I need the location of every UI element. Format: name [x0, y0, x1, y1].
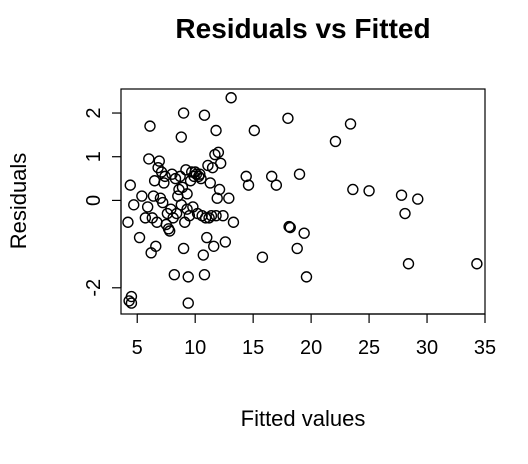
- data-point: [133, 231, 146, 244]
- data-point: [298, 227, 310, 239]
- data-point: [210, 124, 222, 137]
- data-point: [266, 170, 278, 183]
- data-point: [141, 201, 154, 213]
- data-point: [205, 209, 218, 222]
- data-point: [227, 216, 240, 228]
- data-point: [159, 170, 171, 183]
- data-point: [174, 170, 186, 183]
- data-point: [199, 212, 212, 224]
- data-point: [157, 196, 169, 209]
- data-point: [194, 168, 206, 180]
- data-point: [347, 183, 359, 196]
- x-tick-label: 10: [184, 337, 206, 359]
- data-point: [143, 153, 155, 165]
- data-point: [153, 155, 165, 167]
- x-axis: 5 10 15 20 25 30 35: [132, 313, 496, 359]
- y-axis: -2 0 1 2: [83, 107, 122, 297]
- y-tick-label: 2: [83, 107, 105, 118]
- data-point: [395, 189, 408, 201]
- data-point: [175, 131, 187, 143]
- data-point: [198, 268, 211, 281]
- data-point: [158, 177, 170, 189]
- data-point: [195, 172, 207, 185]
- y-tick-label: 1: [83, 151, 105, 162]
- data-point: [213, 183, 226, 196]
- data-point: [248, 124, 261, 137]
- data-point: [363, 185, 375, 197]
- data-point: [122, 216, 134, 228]
- data-point: [125, 290, 138, 303]
- data-point: [177, 107, 190, 119]
- data-point: [471, 258, 483, 270]
- data-point: [204, 177, 216, 189]
- data-point: [147, 190, 160, 202]
- data-point: [329, 135, 342, 148]
- data-point: [198, 109, 211, 121]
- data-points: [122, 92, 483, 309]
- data-point: [144, 120, 156, 132]
- y-tick-label: -2: [83, 279, 105, 297]
- data-point: [344, 118, 357, 130]
- data-point: [139, 212, 152, 224]
- data-point: [293, 168, 306, 180]
- data-point: [163, 225, 176, 237]
- data-point: [256, 251, 269, 263]
- x-tick-label: 35: [474, 337, 496, 359]
- data-point: [197, 249, 210, 261]
- data-point: [223, 192, 235, 204]
- data-point: [212, 146, 225, 159]
- data-point: [181, 203, 193, 215]
- data-point: [203, 212, 215, 224]
- chart-title: Residuals vs Fitted: [175, 13, 430, 44]
- data-point: [150, 240, 162, 252]
- data-point: [225, 92, 237, 104]
- data-point: [282, 112, 294, 124]
- data-point: [208, 240, 220, 252]
- data-point: [242, 179, 255, 191]
- x-tick-label: 5: [132, 337, 143, 359]
- y-tick-label: 0: [83, 195, 105, 206]
- data-point: [284, 221, 296, 234]
- data-point: [177, 242, 190, 255]
- data-point: [170, 207, 183, 220]
- data-point: [128, 199, 140, 211]
- data-point: [182, 297, 194, 309]
- data-point: [300, 271, 313, 283]
- data-point: [136, 190, 148, 202]
- x-tick-label: 15: [242, 337, 264, 359]
- data-point: [188, 170, 200, 183]
- data-point: [219, 236, 232, 248]
- data-point: [201, 231, 213, 244]
- data-point: [217, 209, 229, 222]
- data-point: [291, 242, 303, 255]
- data-point: [399, 207, 411, 220]
- x-tick-label: 30: [416, 337, 438, 359]
- data-point: [168, 268, 181, 281]
- data-point: [181, 188, 193, 200]
- data-point: [402, 258, 415, 270]
- data-point: [214, 157, 227, 169]
- y-axis-label: Residuals: [6, 153, 31, 250]
- x-tick-label: 20: [300, 337, 322, 359]
- data-point: [210, 209, 222, 222]
- data-point: [283, 220, 295, 233]
- data-point: [148, 175, 161, 187]
- data-point: [124, 179, 136, 191]
- x-tick-label: 25: [358, 337, 380, 359]
- x-axis-label: Fitted values: [241, 406, 366, 431]
- data-point: [412, 193, 424, 205]
- data-point: [270, 179, 283, 191]
- data-point: [125, 297, 138, 309]
- data-point: [182, 271, 194, 283]
